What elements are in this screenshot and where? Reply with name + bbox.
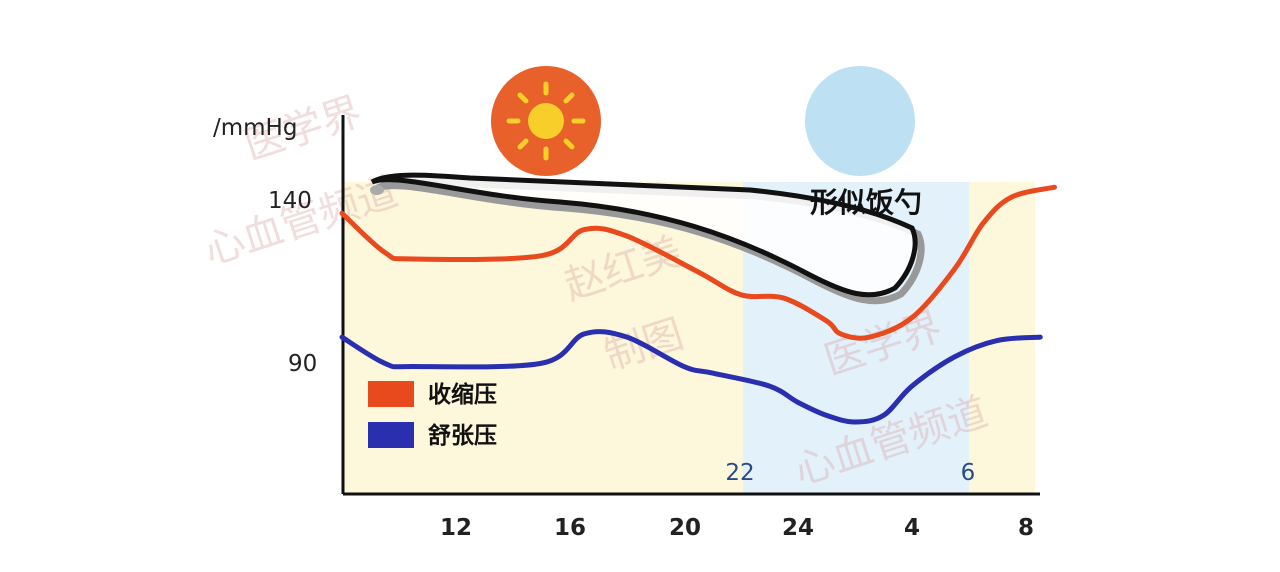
y-tick-90: 90 — [288, 351, 317, 377]
x-tick-20: 20 — [669, 515, 701, 541]
spoon-outline — [370, 172, 925, 305]
x-tick-24: 24 — [782, 515, 814, 541]
x-tick-labels: 12 16 20 24 4 8 — [440, 515, 1034, 541]
sun-icon — [491, 66, 601, 176]
night-end-label: 6 — [961, 460, 976, 486]
y-unit-label: /mmHg — [213, 115, 297, 141]
night-start-label: 22 — [725, 460, 754, 486]
y-tick-140: 140 — [268, 188, 312, 214]
legend-swatch-diastolic — [368, 422, 414, 448]
x-tick-16: 16 — [554, 515, 586, 541]
series-line-systolic — [339, 184, 1057, 341]
x-tick-8: 8 — [1018, 515, 1034, 541]
legend-label-diastolic: 舒张压 — [428, 422, 497, 449]
series-line-diastolic — [339, 329, 1043, 425]
spoon-annotation: 形似饭勺 — [810, 186, 922, 219]
x-tick-4: 4 — [904, 515, 920, 541]
legend-swatch-systolic — [368, 381, 414, 407]
x-tick-12: 12 — [440, 515, 472, 541]
moon-icon — [805, 66, 915, 176]
legend-label-systolic: 收缩压 — [428, 381, 497, 408]
legend: 收缩压 舒张压 — [368, 381, 497, 449]
